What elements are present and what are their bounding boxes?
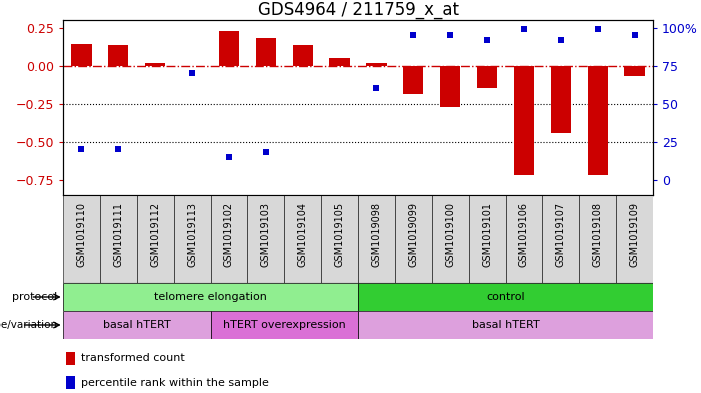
Bar: [625, 66, 645, 76]
Text: hTERT overexpression: hTERT overexpression: [223, 320, 346, 330]
Text: GSM1019102: GSM1019102: [224, 202, 234, 267]
Bar: [145, 63, 165, 66]
Bar: [514, 66, 534, 175]
Bar: [395, 195, 432, 283]
Text: GSM1019103: GSM1019103: [261, 202, 271, 267]
Bar: [210, 195, 247, 283]
Text: GSM1019106: GSM1019106: [519, 202, 529, 267]
Bar: [358, 195, 395, 283]
Bar: [256, 37, 276, 66]
Bar: [440, 66, 461, 107]
Bar: [587, 66, 608, 175]
Bar: [108, 45, 128, 66]
Text: genotype/variation: genotype/variation: [0, 320, 57, 330]
Bar: [292, 45, 313, 66]
Text: GSM1019111: GSM1019111: [114, 202, 123, 267]
Bar: [321, 195, 358, 283]
Bar: [219, 31, 239, 66]
Bar: [329, 58, 350, 66]
Text: control: control: [486, 292, 525, 302]
Bar: [543, 195, 579, 283]
Text: GSM1019101: GSM1019101: [482, 202, 492, 267]
Bar: [551, 66, 571, 132]
Bar: [616, 195, 653, 283]
Text: GSM1019104: GSM1019104: [298, 202, 308, 267]
Text: telomere elongation: telomere elongation: [154, 292, 267, 302]
Bar: [505, 195, 543, 283]
Bar: [72, 44, 92, 66]
Text: GSM1019107: GSM1019107: [556, 202, 566, 267]
Text: GSM1019112: GSM1019112: [150, 202, 161, 267]
Bar: [284, 195, 321, 283]
Text: GSM1019105: GSM1019105: [334, 202, 345, 267]
Text: percentile rank within the sample: percentile rank within the sample: [81, 378, 268, 388]
Text: GSM1019109: GSM1019109: [629, 202, 639, 267]
Bar: [432, 195, 469, 283]
Bar: [358, 283, 653, 311]
Text: GSM1019108: GSM1019108: [592, 202, 603, 267]
Text: basal hTERT: basal hTERT: [103, 320, 170, 330]
Bar: [63, 195, 100, 283]
Bar: [66, 352, 75, 365]
Text: GSM1019113: GSM1019113: [187, 202, 197, 267]
Text: GSM1019099: GSM1019099: [408, 202, 418, 267]
Text: GSM1019110: GSM1019110: [76, 202, 86, 267]
Title: GDS4964 / 211759_x_at: GDS4964 / 211759_x_at: [257, 1, 458, 19]
Text: basal hTERT: basal hTERT: [472, 320, 539, 330]
Text: protocol: protocol: [12, 292, 57, 302]
Bar: [174, 195, 210, 283]
Bar: [469, 195, 505, 283]
Bar: [579, 195, 616, 283]
Bar: [403, 66, 423, 94]
Bar: [358, 311, 653, 339]
Text: GSM1019098: GSM1019098: [372, 202, 381, 267]
Bar: [63, 311, 210, 339]
Bar: [477, 66, 497, 88]
Bar: [63, 283, 358, 311]
Bar: [66, 376, 75, 389]
Text: GSM1019100: GSM1019100: [445, 202, 455, 267]
Bar: [210, 311, 358, 339]
Text: transformed count: transformed count: [81, 353, 184, 363]
Bar: [367, 62, 386, 66]
Bar: [247, 195, 284, 283]
Bar: [137, 195, 174, 283]
Bar: [100, 195, 137, 283]
